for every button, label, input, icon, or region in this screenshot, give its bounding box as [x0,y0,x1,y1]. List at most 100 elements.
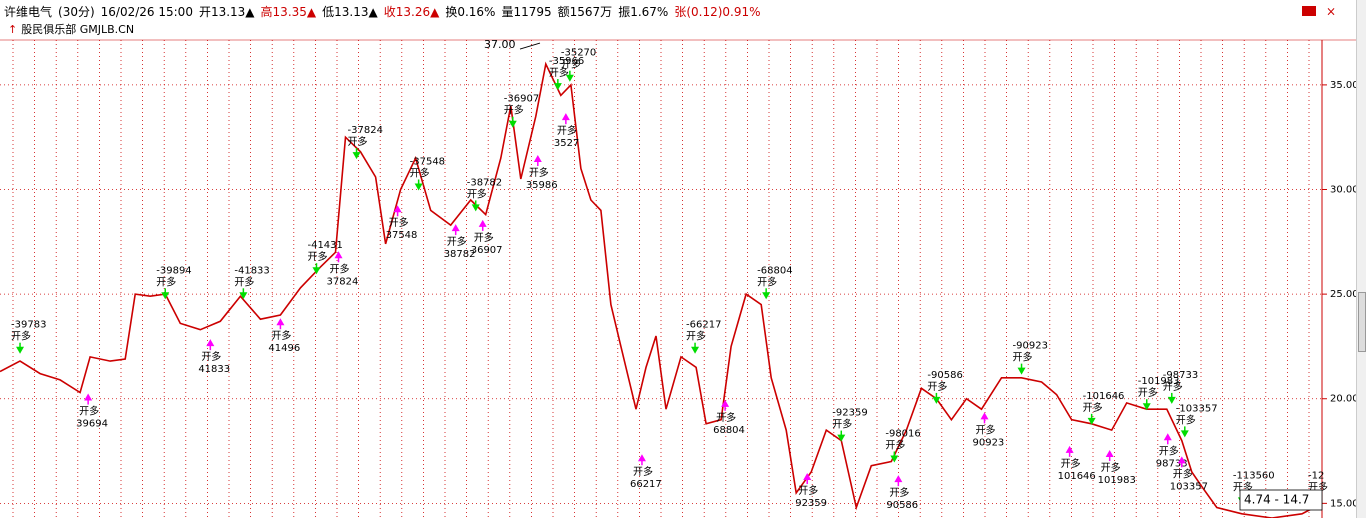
signal-arrow [1180,430,1189,438]
signal-arrow [239,292,248,300]
arrow-icon: ↑ [8,23,18,36]
signal-action: 开多 [234,275,254,288]
signal-arrow [637,454,646,462]
signal-label: -37824 [348,125,383,136]
header-field: 开13.13▲ [198,5,255,19]
close-icon: × [1326,5,1336,19]
signal-label: 66217 [630,479,662,490]
signal-label: -41431 [307,240,342,251]
signal-label: 68804 [713,425,745,436]
signal-arrow [1177,456,1186,464]
signal-arrow [894,475,903,483]
signal-action: 开多 [330,262,350,275]
signal-label: -92359 [832,408,867,419]
signal-arrow [1163,433,1172,441]
signal-action: 开多 [1101,461,1121,474]
signal-label: -98733 [1163,370,1198,381]
signal-arrow [1105,450,1114,458]
signal-action: 开多 [447,235,467,248]
signal-label: -98016 [885,429,920,440]
signal-label: -103357 [1176,403,1218,414]
signal-label: 101646 [1058,471,1096,482]
y-tick-label: 20.00 [1330,394,1356,405]
signal-label: 92359 [795,498,827,509]
signal-action: 开多 [1159,444,1179,457]
signal-label: 90586 [886,500,918,511]
signal-arrow [276,318,285,326]
subtitle-row: ↑ 股民俱乐部 GMJLB.CN [8,21,134,37]
range-box [1239,489,1323,511]
signal-arrow [1087,417,1096,425]
signal-action: 开多 [504,104,524,117]
y-tick-label: 25.00 [1330,289,1356,300]
signal-arrow [1142,403,1151,411]
signal-label: 36907 [471,245,503,256]
signal-action: 开多 [156,275,176,288]
signal-action: 开多 [927,380,947,393]
header-field: 振1.67% [618,5,669,19]
signal-arrow [533,155,542,163]
header-field: 收13.26▲ [383,5,440,19]
quote-header: 许维电气 (30分) 16/02/26 15:00 开13.13▲ 高13.35▲ 低13… [4,3,767,20]
peak-label: 37.00 [484,38,516,51]
signal-arrow [980,412,989,420]
signal-action: 开多 [1173,467,1193,480]
signal-arrow [84,393,93,401]
signal-label: -66217 [686,320,721,331]
signal-arrow [352,152,361,160]
scroll-thumb[interactable] [1358,292,1366,352]
peak-line [519,42,541,50]
signal-label: -101983 [1138,376,1180,387]
signal-label: -39894 [156,265,191,276]
signal-arrow [312,267,321,275]
signal-arrow [414,183,423,191]
signal-action: 开多 [716,411,736,424]
signal-action: 开多 [757,275,777,288]
signal-label: 38782 [444,249,476,260]
signal-action: 开多 [79,405,99,418]
signal-arrow [16,346,25,354]
signal-arrow [837,434,846,442]
signal-action: 开多 [885,439,905,452]
header-field: 量11795 [501,5,552,19]
signal-action: 开多 [307,250,327,263]
book-icon [1302,6,1316,16]
signal-arrow [691,346,700,354]
signal-action: 开多 [798,484,818,497]
signal-arrow [762,292,771,300]
signal-action: 开多 [832,418,852,431]
signal-label: 37548 [386,230,418,241]
signal-label: 39694 [76,419,108,430]
signal-arrow [451,224,460,232]
signal-label: 98733 [1156,458,1188,469]
signal-arrow [890,455,899,463]
signal-action: 开多 [1061,457,1081,470]
signal-action: 开多 [467,187,487,200]
signal-arrow [1065,445,1074,453]
price-line [0,61,1323,518]
signal-label: 35986 [526,180,558,191]
signal-label: -12 [1308,470,1324,481]
signal-arrow [561,113,570,121]
header-field: 换0.16% [445,5,496,19]
signal-label: 101983 [1098,475,1136,486]
signal-arrow [393,205,402,213]
signal-action: 开多 [686,330,706,343]
signal-arrow [161,292,170,300]
signal-label: -68804 [757,265,792,276]
signal-label: -90923 [1013,341,1048,352]
y-tick-label: 15.00 [1330,498,1356,509]
signal-label: 37824 [327,276,359,287]
signal-action: 开多 [1138,386,1158,399]
signal-label: -101646 [1083,391,1125,402]
header-field: 张(0.12)0.91% [674,5,761,19]
signal-arrow [1017,367,1026,375]
signal-label: -90586 [927,370,962,381]
signal-label: -113560 [1233,470,1275,481]
signal-action: 开多 [11,330,31,343]
scrollbar[interactable] [1356,0,1366,518]
header-field: 16/02/26 15:00 [100,5,193,19]
signal-action: 开多 [410,167,430,180]
